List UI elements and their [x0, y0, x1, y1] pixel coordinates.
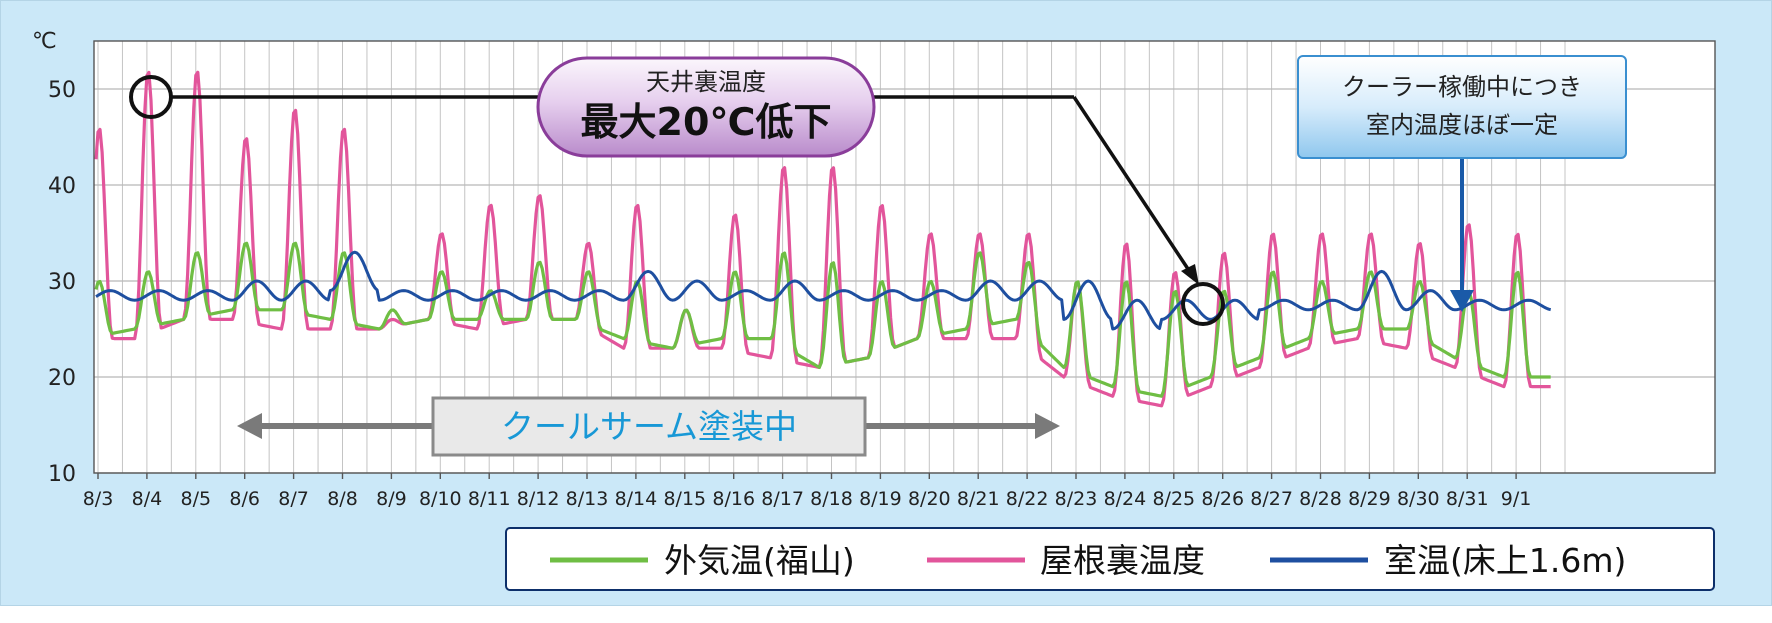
x-tick-label: 8/20: [908, 488, 951, 510]
y-tick-label: 20: [48, 366, 76, 391]
x-tick-label: 9/1: [1501, 488, 1532, 510]
x-tick-label: 8/18: [810, 488, 853, 510]
legend: 外気温(福山) 屋根裏温度 室温(床上1.6m): [505, 527, 1715, 591]
low-marker-circle: [1181, 282, 1225, 326]
x-tick-label: 8/19: [859, 488, 902, 510]
x-tick-label: 8/12: [517, 488, 560, 510]
coating-period-arrow: クールサーム塗装中: [237, 396, 1060, 457]
coating-period-box: [431, 396, 867, 457]
x-tick-label: 8/6: [229, 488, 260, 510]
x-tick-label: 8/17: [761, 488, 804, 510]
ceiling-temperature-annotation: 天井裏温度 最大20℃低下: [129, 56, 1225, 326]
arrow-head: [1181, 264, 1199, 285]
x-tick-label: 8/26: [1201, 488, 1244, 510]
x-tick-label: 8/10: [419, 488, 462, 510]
x-tick-label: 8/31: [1446, 488, 1489, 510]
plot-frame: [93, 40, 1716, 474]
legend-box: [505, 527, 1715, 591]
x-tick-label: 8/16: [712, 488, 755, 510]
y-tick-label: 40: [48, 174, 76, 199]
x-tick-label: 8/24: [1104, 488, 1147, 510]
x-tick-label: 8/4: [132, 488, 163, 510]
y-axis-unit-label: ℃: [32, 29, 57, 54]
x-tick-label: 8/3: [83, 488, 114, 510]
x-tick-label: 8/27: [1250, 488, 1293, 510]
coating-period-label: クールサーム塗装中: [501, 407, 797, 446]
x-tick-label: 8/25: [1152, 488, 1195, 510]
series-line-2: [95, 250, 1551, 331]
x-tick-label: 8/7: [278, 488, 309, 510]
legend-label-attic: 屋根裏温度: [1040, 541, 1205, 580]
x-tick-label: 8/11: [468, 488, 511, 510]
x-tick-label: 8/8: [327, 488, 358, 510]
y-tick-label: 10: [48, 462, 76, 487]
cooler-annotation-line2: 室内温度ほぼ一定: [1366, 111, 1558, 139]
cooler-annotation-box: [1297, 55, 1627, 159]
cooler-arrow-head: [1450, 290, 1474, 312]
x-tick-label: 8/21: [957, 488, 1000, 510]
y-tick-label: 50: [48, 78, 76, 103]
x-tick-label: 8/30: [1397, 488, 1440, 510]
x-tick-label: 8/23: [1055, 488, 1098, 510]
x-tick-label: 8/29: [1348, 488, 1391, 510]
legend-label-outdoor: 外気温(福山): [664, 541, 855, 580]
x-tick-label: 8/5: [181, 488, 212, 510]
legend-label-room: 室温(床上1.6m): [1384, 541, 1626, 580]
arrow-right-head: [1035, 413, 1060, 439]
grid-lines: [94, 41, 1715, 474]
x-tick-label: 8/15: [663, 488, 706, 510]
x-tick-label: 8/14: [615, 488, 658, 510]
ceiling-annotation-headline: 最大20℃低下: [581, 100, 832, 144]
y-axis-ticks: 10 20 30 40 50: [48, 78, 76, 487]
x-tick-label: 8/13: [566, 488, 609, 510]
ceiling-annotation-title: 天井裏温度: [646, 68, 766, 96]
x-tick-label: 8/22: [1006, 488, 1049, 510]
x-tick-label: 8/9: [376, 488, 407, 510]
ceiling-annotation-box: [536, 56, 876, 158]
series-line-0: [94, 241, 1551, 398]
arrow-left-head: [237, 413, 262, 439]
x-tick-label: 8/28: [1299, 488, 1342, 510]
cooler-annotation: クーラー稼働中につき 室内温度ほぼ一定: [1297, 55, 1627, 312]
x-axis-ticks: 8/3 8/4 8/5 8/6 8/7 8/8 8/9 8/10 8/11 8/12 8/13 8/1…: [83, 473, 1532, 510]
data-series: [94, 70, 1551, 408]
y-tick-label: 30: [48, 270, 76, 295]
cooler-annotation-line1: クーラー稼働中につき: [1342, 73, 1582, 101]
